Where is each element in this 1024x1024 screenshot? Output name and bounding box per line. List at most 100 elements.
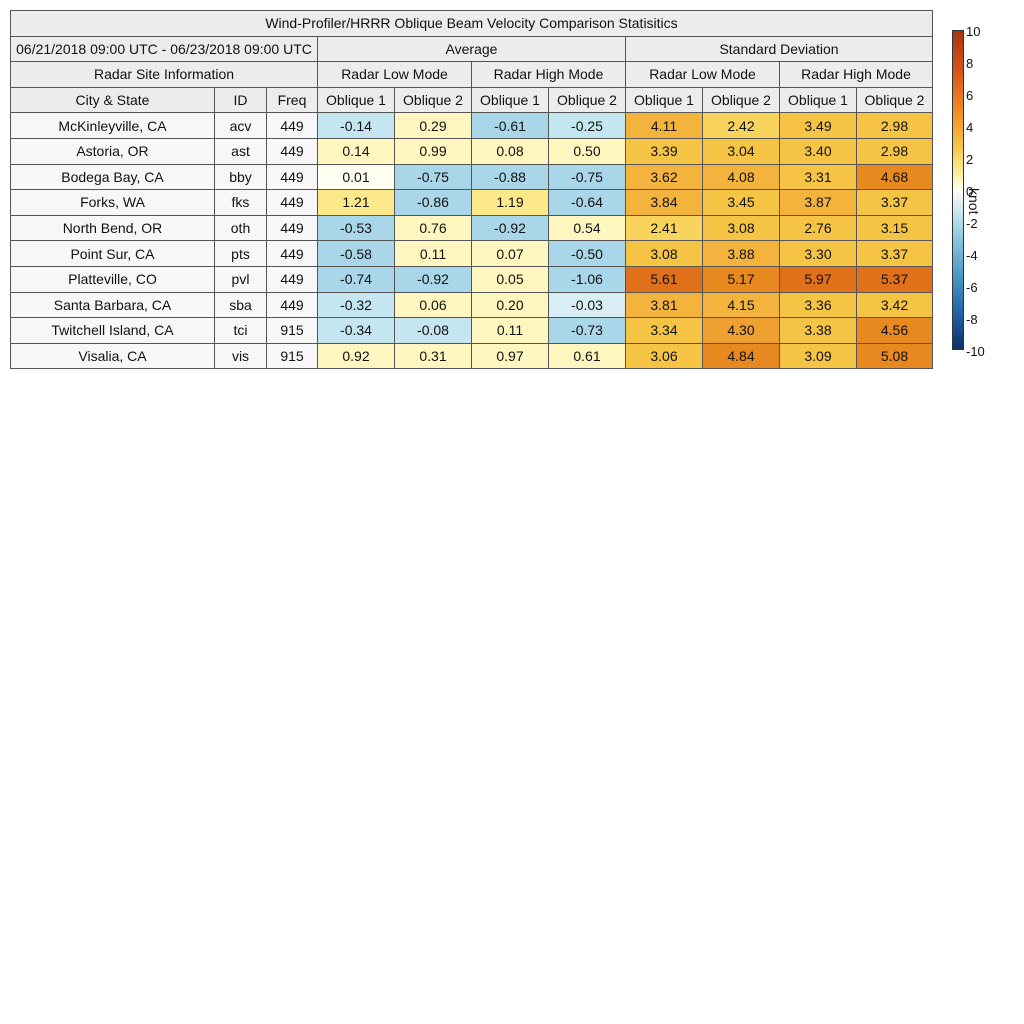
std-dev-cell: 5.97 — [779, 265, 857, 293]
average-cell: -0.92 — [471, 214, 549, 242]
std-dev-cell: 3.09 — [779, 342, 857, 370]
std-dev-cell: 3.37 — [856, 189, 933, 216]
site-freq: 449 — [266, 137, 318, 165]
std-dev-cell: 4.08 — [702, 163, 780, 191]
average-cell: 0.31 — [394, 342, 472, 370]
average-cell: -0.75 — [548, 163, 626, 191]
average-cell: 0.54 — [548, 214, 626, 242]
average-cell: -0.50 — [548, 240, 626, 267]
std-dev-cell: 3.62 — [625, 163, 703, 191]
column-header-beam: Oblique 1 — [471, 86, 549, 114]
average-cell: -0.03 — [548, 291, 626, 319]
column-header-id: ID — [214, 86, 267, 114]
site-info-header: Radar Site Information — [10, 61, 318, 88]
std-dev-cell: 3.30 — [779, 240, 857, 267]
average-cell: -0.14 — [317, 112, 395, 139]
average-cell: -0.25 — [548, 112, 626, 139]
column-header-city: City & State — [10, 86, 215, 114]
std-dev-cell: 3.34 — [625, 317, 703, 344]
colorbar-tick-label: -6 — [966, 280, 978, 295]
site-city: McKinleyville, CA — [10, 112, 215, 139]
site-freq: 449 — [266, 189, 318, 216]
table-row: North Bend, OR oth 449 -0.53 0.76 -0.92 0.54 2.… — [10, 214, 933, 242]
average-cell: 0.20 — [471, 291, 549, 319]
site-freq: 449 — [266, 112, 318, 139]
table-row: Visalia, CA vis 915 0.92 0.31 0.97 0.61 3.06 4.8… — [10, 342, 933, 370]
average-cell: -0.75 — [394, 163, 472, 191]
colorbar-tick-label: -2 — [966, 216, 978, 231]
column-header-beam: Oblique 2 — [394, 86, 472, 114]
average-cell: 0.50 — [548, 137, 626, 165]
std-dev-cell: 3.36 — [779, 291, 857, 319]
std-dev-cell: 2.98 — [856, 137, 933, 165]
std-dev-cell: 3.42 — [856, 291, 933, 319]
average-cell: -0.74 — [317, 265, 395, 293]
site-freq: 449 — [266, 214, 318, 242]
site-id: sba — [214, 291, 267, 319]
std-dev-cell: 3.37 — [856, 240, 933, 267]
average-cell: 0.76 — [394, 214, 472, 242]
colorbar-tick-label: 4 — [966, 120, 974, 135]
average-cell: 0.99 — [394, 137, 472, 165]
group-header-std: Standard Deviation — [625, 35, 933, 63]
site-city: Forks, WA — [10, 189, 215, 216]
site-freq: 915 — [266, 317, 318, 344]
std-dev-cell: 3.88 — [702, 240, 780, 267]
table-row: Platteville, CO pvl 449 -0.74 -0.92 0.05 -1.06… — [10, 265, 933, 293]
average-cell: 0.11 — [394, 240, 472, 267]
std-dev-cell: 3.87 — [779, 189, 857, 216]
average-cell: 0.11 — [471, 317, 549, 344]
site-freq: 449 — [266, 240, 318, 267]
std-dev-cell: 4.11 — [625, 112, 703, 139]
std-dev-cell: 3.08 — [702, 214, 780, 242]
std-dev-cell: 2.42 — [702, 112, 780, 139]
colorbar-tick-label: 2 — [966, 152, 974, 167]
site-city: Platteville, CO — [10, 265, 215, 293]
site-id: tci — [214, 317, 267, 344]
table-row: Astoria, OR ast 449 0.14 0.99 0.08 0.50 3.39 3.0… — [10, 137, 933, 165]
average-cell: 0.07 — [471, 240, 549, 267]
average-cell: -0.64 — [548, 189, 626, 216]
std-dev-cell: 5.37 — [856, 265, 933, 293]
mode-header-std-high: Radar High Mode — [779, 61, 933, 88]
std-dev-cell: 3.08 — [625, 240, 703, 267]
colorbar-label: knot — [966, 188, 982, 215]
site-city: Point Sur, CA — [10, 240, 215, 267]
table-row: Forks, WA fks 449 1.21 -0.86 1.19 -0.64 3.84 3.4… — [10, 189, 933, 216]
std-dev-cell: 2.76 — [779, 214, 857, 242]
average-cell: -0.88 — [471, 163, 549, 191]
std-dev-cell: 2.98 — [856, 112, 933, 139]
colorbar-tick-label: -4 — [966, 248, 978, 263]
site-id: vis — [214, 342, 267, 370]
site-id: acv — [214, 112, 267, 139]
table-title: Wind-Profiler/HRRR Oblique Beam Velocity… — [10, 10, 933, 37]
column-header-beam: Oblique 1 — [625, 86, 703, 114]
average-cell: -0.53 — [317, 214, 395, 242]
colorbar — [952, 30, 964, 350]
average-cell: -0.92 — [394, 265, 472, 293]
table-row: Bodega Bay, CA bby 449 0.01 -0.75 -0.88 -0.75 3… — [10, 163, 933, 191]
std-dev-cell: 3.06 — [625, 342, 703, 370]
column-header-beam: Oblique 2 — [856, 86, 933, 114]
colorbar-tick-label: 6 — [966, 88, 974, 103]
std-dev-cell: 3.84 — [625, 189, 703, 216]
average-cell: -0.32 — [317, 291, 395, 319]
average-cell: 0.06 — [394, 291, 472, 319]
colorbar-tick-label: 10 — [966, 24, 981, 39]
column-header-beam: Oblique 1 — [779, 86, 857, 114]
site-id: bby — [214, 163, 267, 191]
average-cell: 0.14 — [317, 137, 395, 165]
site-city: Visalia, CA — [10, 342, 215, 370]
group-header-average: Average — [317, 35, 626, 63]
stats-table: Wind-Profiler/HRRR Oblique Beam Velocity… — [10, 10, 933, 370]
site-id: pts — [214, 240, 267, 267]
mode-header-avg-high: Radar High Mode — [471, 61, 626, 88]
site-id: fks — [214, 189, 267, 216]
average-cell: -0.34 — [317, 317, 395, 344]
average-cell: -0.61 — [471, 112, 549, 139]
std-dev-cell: 3.45 — [702, 189, 780, 216]
average-cell: 0.92 — [317, 342, 395, 370]
std-dev-cell: 4.68 — [856, 163, 933, 191]
average-cell: 0.08 — [471, 137, 549, 165]
std-dev-cell: 4.84 — [702, 342, 780, 370]
